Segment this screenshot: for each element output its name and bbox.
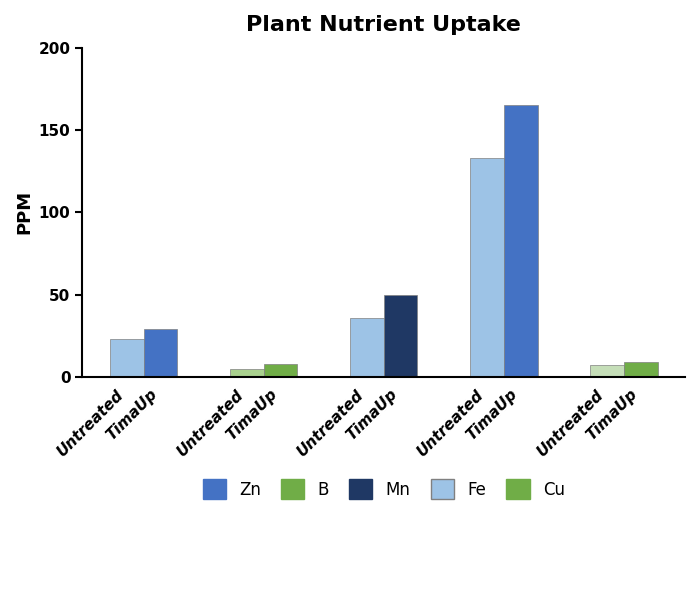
- Bar: [110, 339, 144, 377]
- Title: Plant Nutrient Uptake: Plant Nutrient Uptake: [246, 15, 521, 35]
- Bar: [470, 158, 504, 377]
- Bar: [504, 105, 538, 377]
- Bar: [230, 368, 264, 377]
- Legend: Zn, B, Mn, Fe, Cu: Zn, B, Mn, Fe, Cu: [194, 471, 573, 507]
- Y-axis label: PPM: PPM: [15, 190, 33, 234]
- Bar: [384, 295, 417, 377]
- Bar: [264, 364, 298, 377]
- Bar: [590, 365, 624, 377]
- Bar: [624, 362, 657, 377]
- Bar: [350, 318, 384, 377]
- Bar: [144, 329, 177, 377]
